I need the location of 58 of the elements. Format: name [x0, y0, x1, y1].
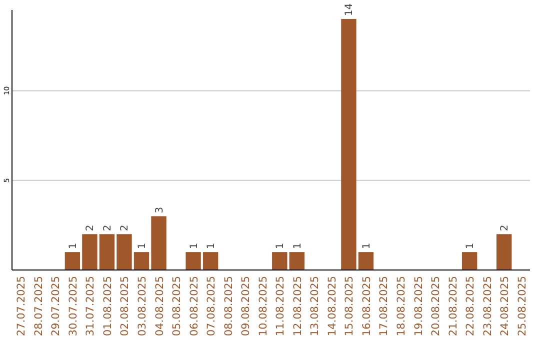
bar — [82, 234, 98, 270]
x-tick-label: 30.07.2025 — [67, 276, 80, 336]
data-label: 1 — [68, 242, 79, 250]
x-tick-label: 19.08.2025 — [412, 276, 425, 336]
x-tick-label: 16.08.2025 — [360, 276, 373, 336]
x-tick-label: 27.07.2025 — [16, 276, 28, 336]
bar — [272, 252, 288, 270]
bar — [151, 216, 166, 270]
x-tick-label: 01.08.2025 — [102, 276, 114, 336]
data-label: 1 — [361, 242, 372, 250]
bar — [341, 18, 356, 270]
data-label: 2 — [120, 224, 131, 232]
x-tick-label: 23.08.2025 — [482, 276, 494, 336]
x-tick-label: 03.08.2025 — [136, 276, 148, 336]
data-label: 1 — [465, 242, 476, 250]
bar — [116, 234, 132, 270]
bar — [99, 234, 115, 270]
x-tick-label: 15.08.2025 — [344, 276, 356, 336]
bar — [64, 252, 80, 270]
x-tick-label: 09.08.2025 — [240, 276, 252, 336]
bar — [134, 252, 150, 270]
bar — [202, 252, 218, 270]
data-label: 14 — [344, 3, 356, 16]
x-tick-label: 02.08.2025 — [119, 276, 132, 336]
bar — [462, 252, 478, 270]
data-label: 1 — [137, 242, 148, 250]
x-tick-label: 28.07.2025 — [32, 276, 45, 336]
data-label: 1 — [188, 242, 200, 250]
data-label: 3 — [154, 206, 166, 214]
x-tick-label: 22.08.2025 — [464, 276, 477, 336]
data-label: 2 — [85, 224, 96, 232]
x-tick-label: 06.08.2025 — [188, 276, 200, 336]
bar — [358, 252, 374, 270]
bar — [186, 252, 201, 270]
data-label: 2 — [500, 224, 511, 232]
x-tick-label: 21.08.2025 — [447, 276, 460, 336]
x-tick-label: 13.08.2025 — [309, 276, 322, 336]
bar — [289, 252, 304, 270]
x-tick-label: 12.08.2025 — [292, 276, 304, 336]
x-tick-label: 25.08.2025 — [516, 276, 528, 336]
x-tick-label: 29.07.2025 — [50, 276, 62, 336]
x-tick-label: 20.08.2025 — [430, 276, 442, 336]
data-label: 1 — [275, 242, 286, 250]
x-tick-label: 17.08.2025 — [378, 276, 390, 336]
x-tick-label: 05.08.2025 — [171, 276, 184, 336]
data-label: 1 — [292, 242, 304, 250]
x-tick-label: 14.08.2025 — [326, 276, 338, 336]
data-label: 2 — [102, 224, 114, 232]
x-tick-label: 04.08.2025 — [154, 276, 166, 336]
x-tick-label: 31.07.2025 — [84, 276, 97, 336]
data-label: 1 — [206, 242, 218, 250]
x-tick-label: 18.08.2025 — [396, 276, 408, 336]
x-tick-label: 24.08.2025 — [499, 276, 512, 336]
x-tick-label: 08.08.2025 — [222, 276, 235, 336]
bar — [496, 234, 512, 270]
x-tick-label: 10.08.2025 — [257, 276, 270, 336]
x-tick-label: 11.08.2025 — [274, 276, 287, 336]
x-tick-label: 07.08.2025 — [206, 276, 218, 336]
